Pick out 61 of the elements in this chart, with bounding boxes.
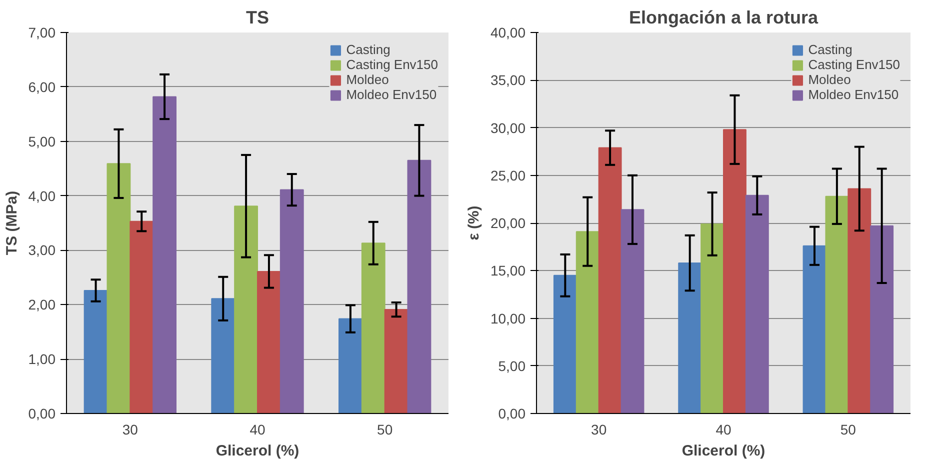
bar	[553, 274, 577, 414]
x-axis-title: Glicerol (%)	[682, 442, 766, 460]
y-tick-label: 5,00	[28, 133, 56, 150]
bar	[870, 225, 894, 414]
bar	[211, 298, 236, 414]
legend-label: Moldeo	[346, 72, 389, 87]
bar	[700, 223, 724, 414]
y-tick-label: 15,00	[490, 262, 526, 279]
bar	[84, 290, 108, 414]
x-tick-label: 40	[716, 422, 732, 438]
bar	[802, 245, 826, 414]
legend-label: Casting	[808, 42, 852, 57]
bar	[234, 206, 258, 414]
y-tick-label: 20,00	[490, 215, 526, 231]
bar	[576, 231, 600, 414]
chart-title: TS	[246, 8, 270, 28]
legend-label: Casting	[346, 42, 390, 57]
y-tick-label: 0,00	[28, 406, 56, 422]
legend-label: Casting Env150	[346, 57, 438, 72]
y-tick-label: 35,00	[490, 72, 526, 88]
y-axis-title: ε (%)	[465, 206, 482, 240]
bar	[620, 209, 644, 414]
bar	[361, 242, 386, 414]
y-axis-title: TS (MPa)	[3, 190, 20, 256]
legend-label: Moldeo Env150	[808, 87, 899, 102]
legend-label: Moldeo	[808, 72, 851, 87]
bar	[384, 309, 408, 414]
y-tick-label: 1,00	[28, 351, 56, 368]
bar	[678, 262, 702, 414]
bar	[257, 270, 281, 414]
y-tick-label: 6,00	[28, 78, 56, 95]
x-tick-label: 40	[250, 422, 266, 438]
y-tick-label: 4,00	[28, 188, 56, 204]
x-tick-label: 30	[591, 422, 607, 438]
bar	[745, 194, 769, 414]
y-tick-label: 30,00	[490, 120, 526, 136]
bar	[130, 220, 154, 414]
bar	[407, 160, 432, 414]
chart-title: Elongación a la rotura	[628, 8, 820, 28]
bar	[106, 163, 131, 414]
x-tick-label: 50	[377, 422, 393, 438]
y-tick-label: 7,00	[28, 24, 56, 40]
y-tick-label: 2,00	[28, 296, 56, 313]
y-tick-label: 25,00	[490, 167, 526, 184]
bar	[723, 129, 746, 414]
y-tick-label: 10,00	[490, 310, 526, 326]
legend-label: Moldeo Env150	[346, 87, 437, 102]
bar	[152, 96, 177, 414]
x-tick-label: 30	[122, 422, 138, 438]
y-tick-label: 0,00	[498, 406, 526, 422]
y-tick-label: 5,00	[498, 358, 526, 374]
y-tick-label: 40,00	[490, 24, 526, 40]
x-tick-label: 50	[840, 422, 856, 438]
y-tick-label: 3,00	[28, 242, 56, 258]
bar	[280, 189, 304, 414]
legend-label: Casting Env150	[808, 57, 900, 72]
x-axis-title: Glicerol (%)	[216, 442, 300, 460]
bar	[598, 147, 622, 414]
bar	[338, 318, 362, 414]
bar	[848, 188, 872, 414]
bar	[825, 196, 849, 414]
